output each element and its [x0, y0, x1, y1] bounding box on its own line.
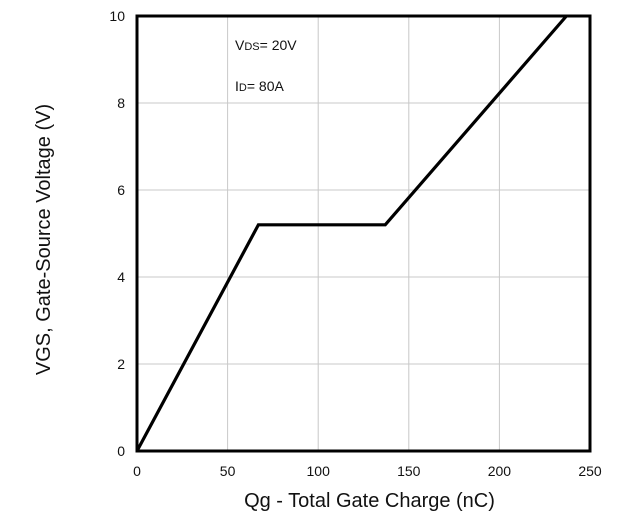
y-tick-label: 6	[117, 182, 125, 198]
x-tick-label: 200	[488, 463, 512, 479]
y-tick-label: 2	[117, 356, 125, 372]
y-tick-label: 4	[117, 269, 125, 285]
y-tick-label: 8	[117, 95, 125, 111]
x-tick-label: 150	[397, 463, 421, 479]
annotations: VDS= 20V ID= 80A	[235, 37, 297, 94]
y-axis-title: VGS, Gate-Source Voltage (V)	[33, 104, 55, 375]
id-annotation-main: I	[235, 78, 239, 94]
id-annotation-sub: D	[239, 82, 247, 94]
x-tick-label: 250	[578, 463, 602, 479]
x-axis-title: Qg - Total Gate Charge (nC)	[244, 490, 495, 512]
grid	[137, 16, 590, 451]
tick-labels: 0 50 100 150 200 250 0 2 4 6 8 10	[109, 8, 601, 479]
plot-frame	[135, 14, 592, 453]
vds-annotation: VDS= 20V	[235, 37, 297, 53]
vds-annotation-sub: DS	[244, 41, 259, 53]
y-tick-label: 10	[109, 8, 125, 24]
x-tick-label: 100	[307, 463, 331, 479]
x-tick-label: 0	[133, 463, 141, 479]
series-line-0	[135, 14, 568, 452]
vds-annotation-main: V	[235, 37, 245, 53]
y-tick-label: 0	[117, 443, 125, 459]
x-tick-label: 50	[220, 463, 236, 479]
vds-annotation-value: = 20V	[260, 37, 298, 53]
id-annotation-value: = 80A	[247, 78, 285, 94]
id-annotation: ID= 80A	[235, 78, 284, 94]
series-layer	[135, 14, 568, 452]
